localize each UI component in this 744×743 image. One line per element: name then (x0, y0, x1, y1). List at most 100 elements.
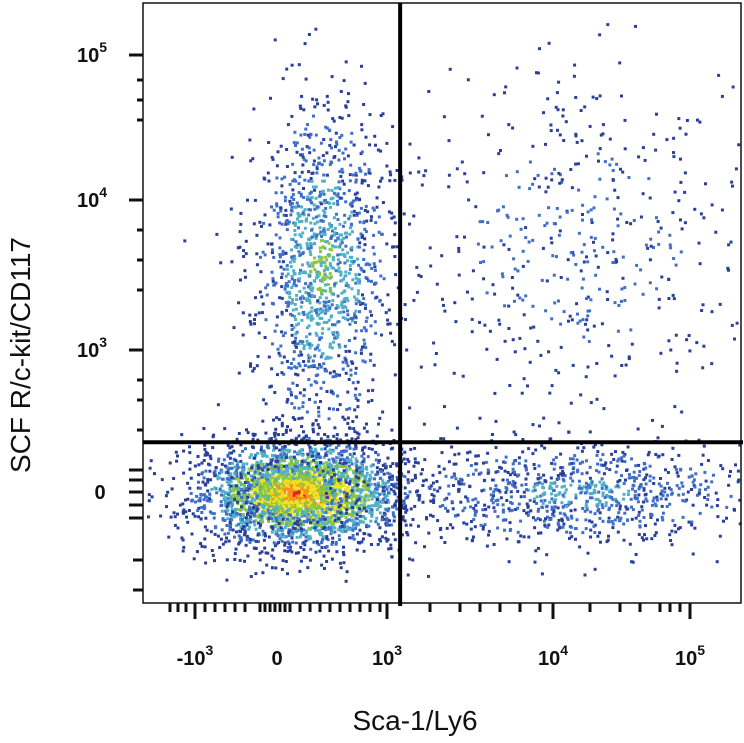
event-dot (230, 508, 234, 512)
event-dot (320, 331, 324, 335)
event-dot (332, 191, 336, 195)
event-dot (493, 488, 497, 492)
event-dot (281, 471, 284, 474)
event-dot (147, 493, 151, 497)
event-dot (347, 377, 351, 381)
event-dot (334, 193, 338, 197)
event-dot (229, 474, 233, 478)
event-dot (252, 505, 256, 509)
event-dot (206, 489, 210, 493)
event-dot (328, 163, 332, 166)
event-dot (286, 517, 289, 521)
event-dot (342, 277, 346, 281)
event-dot (287, 366, 291, 370)
event-dot (505, 499, 509, 502)
event-dot (182, 449, 186, 453)
event-dot (401, 518, 405, 522)
event-dot (249, 520, 252, 524)
event-dot (296, 502, 300, 506)
event-dot (354, 351, 358, 355)
event-dot (271, 468, 275, 472)
event-dot (353, 495, 357, 499)
event-dot (317, 524, 321, 527)
event-dot (274, 516, 278, 520)
event-dot (395, 464, 399, 468)
event-dot (283, 331, 287, 335)
event-dot (260, 479, 264, 483)
event-dot (318, 301, 322, 305)
event-dot (259, 270, 263, 274)
event-dot (150, 495, 154, 499)
event-dot (354, 445, 358, 449)
event-dot (435, 480, 439, 483)
event-dot (239, 481, 243, 485)
event-dot (252, 514, 256, 518)
event-dot (306, 123, 309, 127)
event-dot (307, 495, 311, 498)
event-dot (560, 485, 564, 489)
event-dot (301, 487, 305, 491)
event-dot (396, 478, 400, 482)
event-dot (243, 481, 247, 484)
event-dot (563, 484, 566, 488)
event-dot (317, 414, 321, 418)
event-dot (325, 545, 329, 549)
event-dot (331, 505, 335, 509)
event-dot (351, 513, 355, 517)
event-dot (302, 296, 306, 300)
event-dot (245, 518, 249, 522)
event-dot (512, 459, 516, 463)
event-dot (295, 330, 299, 334)
event-dot (200, 505, 204, 509)
event-dot (511, 462, 515, 466)
event-dot (325, 94, 329, 98)
event-dot (237, 534, 241, 538)
event-dot (246, 537, 249, 541)
event-dot (195, 494, 199, 498)
event-dot (240, 466, 244, 469)
event-dot (372, 252, 376, 256)
event-dot (385, 164, 389, 168)
event-dot (314, 133, 318, 137)
event-dot (345, 508, 349, 512)
event-dot (321, 219, 325, 223)
event-dot (307, 537, 311, 541)
event-dot (290, 324, 294, 327)
event-dot (364, 306, 367, 310)
event-dot (249, 453, 253, 457)
event-dot (322, 269, 326, 273)
event-dot (291, 341, 295, 345)
event-dot (327, 417, 331, 421)
event-dot (326, 266, 329, 270)
event-dot (360, 471, 364, 475)
event-dot (302, 108, 306, 112)
event-dot (335, 304, 339, 308)
event-dot (306, 499, 310, 503)
event-dot (616, 515, 620, 519)
event-dot (317, 504, 320, 508)
event-dot (343, 459, 346, 463)
event-dot (225, 465, 229, 469)
event-dot (300, 514, 304, 518)
event-dot (304, 466, 308, 470)
event-dot (279, 520, 283, 524)
event-dot (200, 544, 204, 548)
event-dot (301, 496, 305, 500)
event-dot (425, 516, 428, 520)
event-dot (389, 523, 393, 527)
event-dot (362, 248, 366, 252)
event-dot (640, 508, 644, 512)
event-dot (292, 477, 296, 480)
event-dot (173, 523, 177, 527)
event-dot (289, 466, 293, 470)
event-dot (373, 268, 377, 272)
event-dot (325, 258, 329, 262)
event-dot (271, 248, 274, 252)
event-dot (324, 521, 327, 525)
event-dot (270, 504, 274, 508)
event-dot (303, 178, 307, 182)
event-dot (335, 212, 338, 216)
event-dot (300, 341, 304, 345)
event-dot (346, 416, 350, 420)
event-dot (361, 448, 364, 452)
